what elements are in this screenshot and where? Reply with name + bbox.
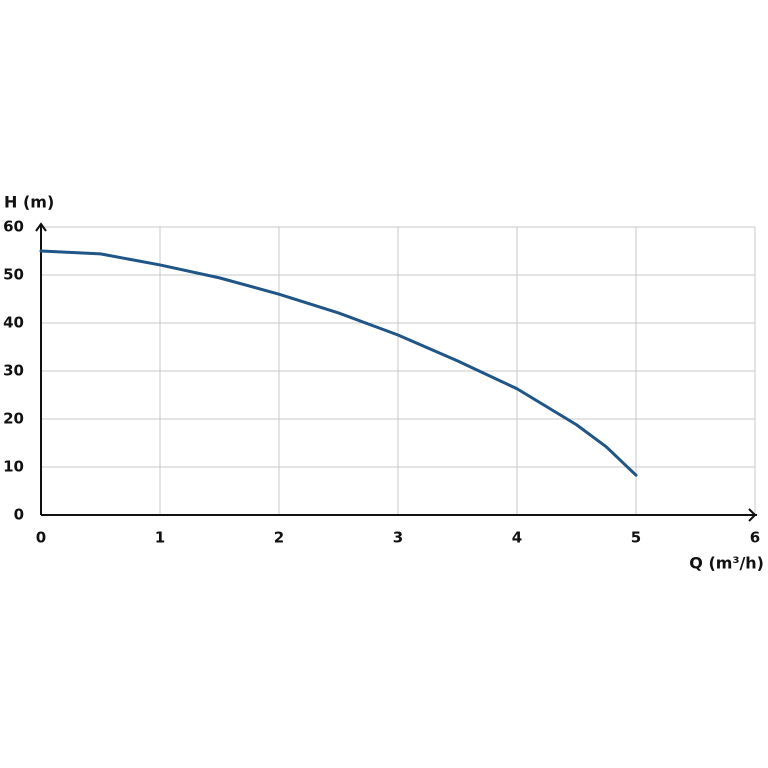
y-tick-label: 30: [3, 362, 24, 380]
y-tick-label: 50: [3, 266, 24, 284]
x-tick-label: 1: [155, 529, 165, 547]
x-tick-label: 3: [393, 529, 403, 547]
y-axis-arrow: [35, 222, 47, 232]
y-axis-label: H (m): [4, 193, 54, 212]
y-tick-label: 40: [3, 314, 24, 332]
x-axis-arrow: [748, 508, 757, 522]
x-tick-label: 5: [631, 529, 641, 547]
x-tick-label: 4: [512, 529, 522, 547]
x-axis-label: Q (m³/h): [689, 554, 764, 573]
y-tick-label: 20: [3, 410, 24, 428]
y-tick-label: 60: [3, 218, 24, 236]
y-tick-label: 0: [14, 506, 24, 524]
y-tick-label: 10: [3, 458, 24, 476]
x-tick-label: 6: [750, 529, 760, 547]
x-tick-label: 2: [274, 529, 284, 547]
x-tick-label: 0: [36, 529, 46, 547]
curve: [39, 249, 638, 477]
